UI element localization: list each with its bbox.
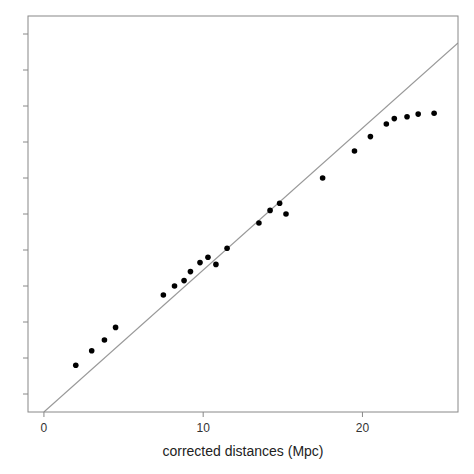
- scatter-point: [431, 110, 437, 116]
- scatter-point: [277, 200, 283, 206]
- scatter-point: [181, 278, 187, 284]
- x-tick-label: 20: [356, 421, 370, 435]
- scatter-point: [283, 211, 289, 217]
- scatter-point: [73, 362, 79, 368]
- x-tick-label: 0: [41, 421, 48, 435]
- y-tick: [23, 286, 28, 287]
- scatter-point: [197, 260, 203, 266]
- x-axis-label: corrected distances (Mpc): [162, 443, 323, 459]
- y-tick: [23, 70, 28, 71]
- x-tick: [203, 412, 204, 417]
- scatter-point: [205, 254, 211, 260]
- scatter-point: [368, 134, 374, 140]
- scatter-point: [89, 348, 95, 354]
- scatter-point: [391, 116, 397, 122]
- x-tick-label: 10: [197, 421, 211, 435]
- y-tick: [23, 358, 28, 359]
- scatter-point: [415, 111, 421, 117]
- scatter-point: [188, 269, 194, 275]
- y-tick: [23, 322, 28, 323]
- scatter-point: [172, 283, 178, 289]
- plot-frame: [28, 16, 458, 412]
- chart: 0 10 20 corrected distances (Mpc): [0, 0, 474, 474]
- scatter-point: [352, 148, 358, 154]
- scatter-point: [384, 121, 390, 127]
- y-tick: [23, 142, 28, 143]
- x-tick: [43, 412, 44, 417]
- scatter-point: [161, 292, 167, 298]
- regression-line: [44, 43, 458, 412]
- scatter-point: [224, 245, 230, 251]
- scatter-point: [320, 175, 326, 181]
- scatter-point: [404, 114, 410, 120]
- plot-area: [28, 16, 458, 412]
- scatter-point: [213, 262, 219, 268]
- data-group: [44, 43, 458, 412]
- x-tick: [362, 412, 363, 417]
- scatter-point: [102, 337, 108, 343]
- y-tick: [23, 34, 28, 35]
- scatter-point: [256, 220, 262, 226]
- y-tick: [23, 106, 28, 107]
- y-tick: [23, 178, 28, 179]
- scatter-point: [267, 208, 273, 214]
- scatter-point: [113, 325, 119, 331]
- y-tick: [23, 394, 28, 395]
- y-tick: [23, 214, 28, 215]
- y-tick: [23, 250, 28, 251]
